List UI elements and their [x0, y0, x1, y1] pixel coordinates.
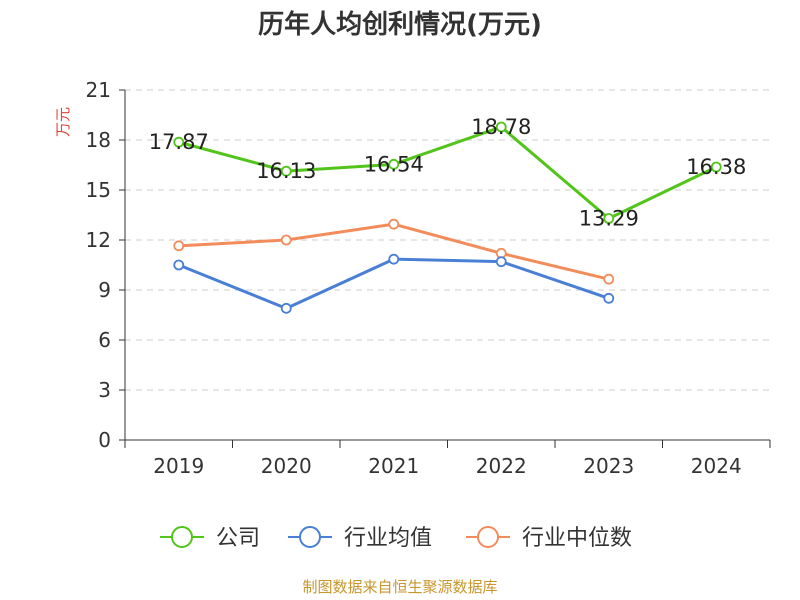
y-tick-label: 21: [86, 78, 111, 102]
x-tick-label: 2019: [153, 454, 204, 478]
legend-swatch-marker: [477, 526, 499, 548]
data-label: 16.38: [686, 155, 746, 179]
series: [173, 121, 722, 314]
x-tick-label: 2021: [368, 454, 419, 478]
data-point: [280, 165, 292, 177]
legend-item[interactable]: 公司: [160, 526, 260, 551]
x-tick-label: 2023: [583, 454, 634, 478]
data-point: [280, 234, 292, 246]
data-point: [280, 302, 292, 314]
legend: 公司 行业均值 行业中位数: [160, 526, 632, 551]
legend-item[interactable]: 行业均值: [288, 526, 432, 551]
data-point: [173, 259, 185, 271]
data-point: [388, 253, 400, 265]
data-point: [495, 256, 507, 268]
y-tick-label: 12: [86, 228, 111, 252]
y-axis-label: 万元: [54, 107, 72, 137]
series-line: [177, 125, 718, 220]
data-point: [710, 161, 722, 173]
legend-label: 行业中位数: [522, 526, 632, 551]
data-label: 13.29: [579, 207, 639, 231]
axes: 0 3 6 9 12 15 18 21 2019 2020 2021 2022 2023 2024: [86, 78, 771, 478]
data-point: [173, 240, 185, 252]
data-point: [603, 213, 615, 224]
series-line: [177, 222, 611, 281]
y-tick-label: 0: [98, 428, 111, 452]
legend-swatch-marker: [299, 526, 321, 548]
data-label: 17.87: [149, 130, 209, 154]
legend-label: 公司: [216, 526, 260, 551]
x-tick-label: 2020: [261, 454, 312, 478]
x-tick-label: 2022: [476, 454, 527, 478]
data-point: [173, 136, 185, 148]
data-label: 16.54: [364, 152, 424, 176]
chart-title: 历年人均创利情况(万元): [258, 9, 542, 40]
data-label: 16.13: [256, 159, 316, 183]
y-tick-label: 6: [98, 328, 111, 352]
data-point: [495, 121, 507, 133]
y-tick-label: 15: [86, 178, 111, 202]
data-point: [388, 158, 400, 170]
legend-label: 行业均值: [344, 526, 432, 551]
y-tick-label: 18: [86, 128, 111, 152]
data-point: [388, 218, 400, 230]
x-tick-label: 2024: [691, 454, 742, 478]
y-tick-label: 9: [98, 278, 111, 302]
series-line: [177, 257, 611, 310]
source-note: 制图数据来自恒生聚源数据库: [302, 578, 497, 596]
data-point: [603, 292, 615, 304]
legend-item[interactable]: 行业中位数: [466, 526, 632, 551]
legend-swatch-marker: [171, 526, 193, 548]
data-point: [603, 273, 615, 285]
data-labels: 17.87 16.13 16.54 18.78 13.29 16.38: [149, 115, 747, 231]
data-label: 18.78: [471, 115, 531, 139]
y-tick-label: 3: [98, 378, 111, 402]
